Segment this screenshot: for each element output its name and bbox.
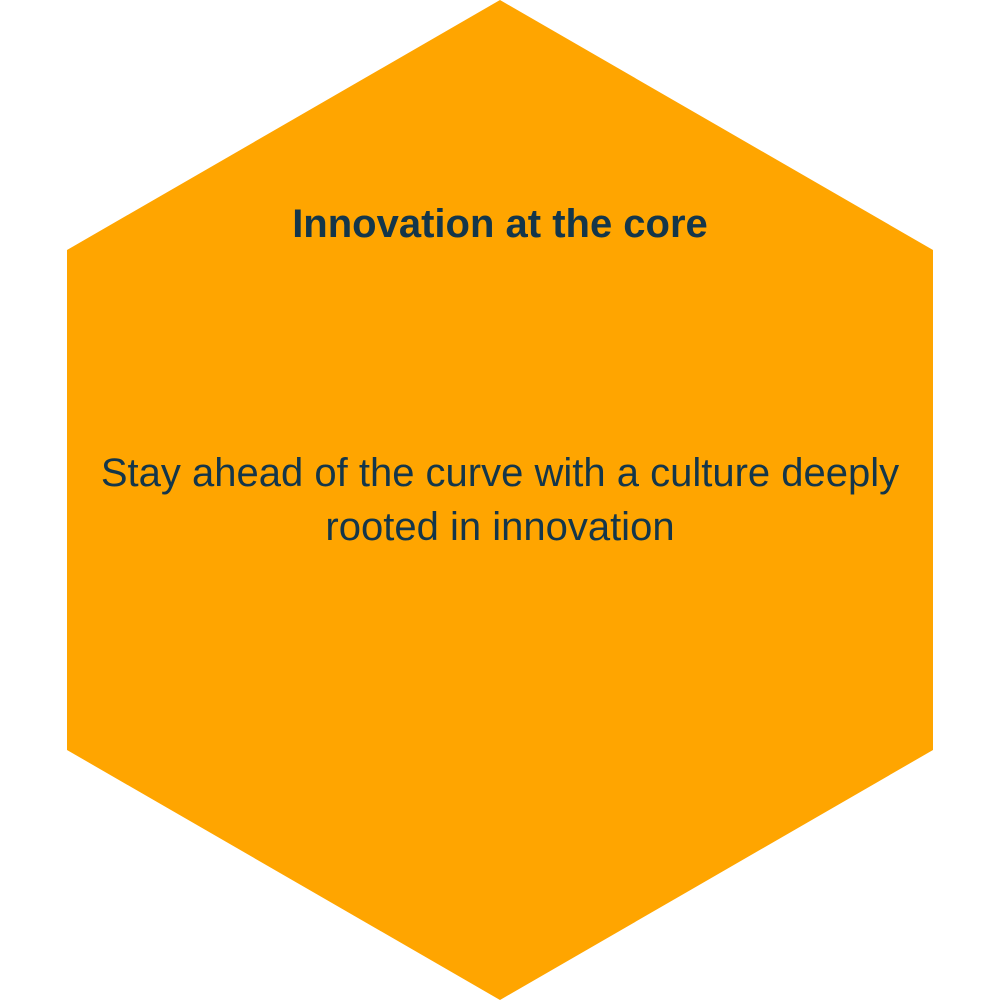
card-description: Stay ahead of the curve with a culture d… — [100, 451, 900, 549]
card-title: Innovation at the core — [292, 202, 708, 246]
